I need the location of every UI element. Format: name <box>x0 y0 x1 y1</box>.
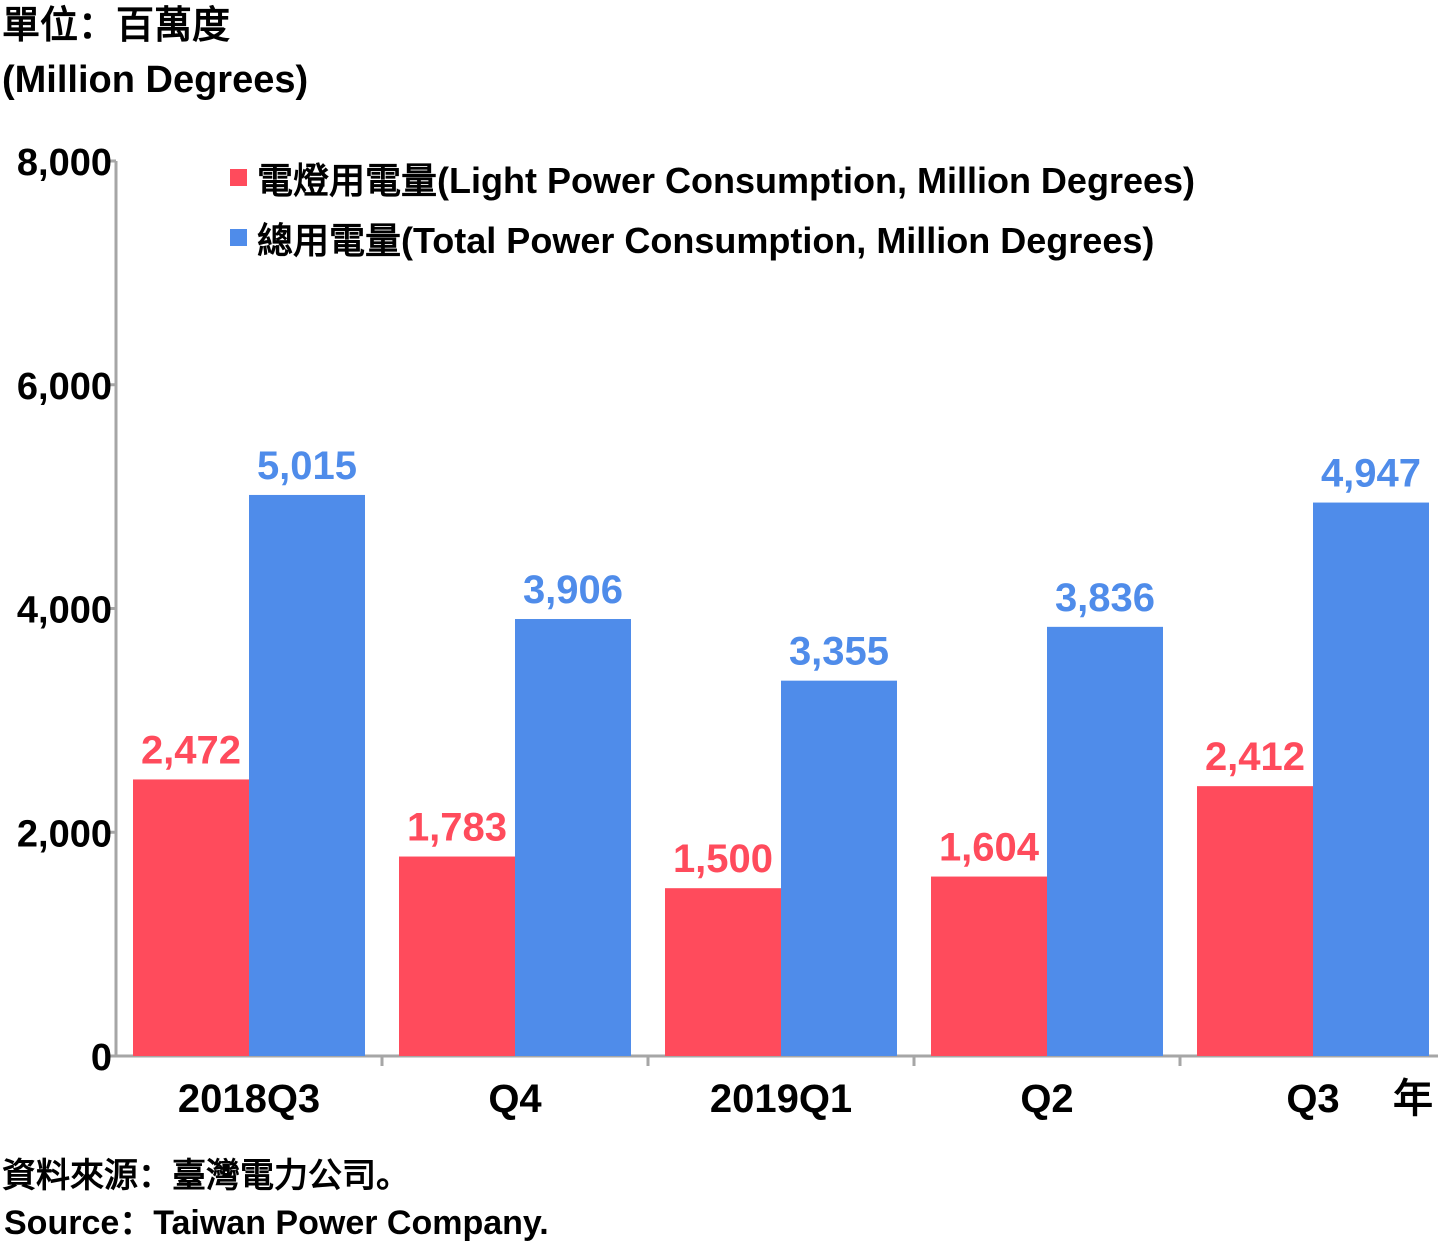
data-label: 5,015 <box>257 444 357 488</box>
x-axis-suffix: 年 <box>1393 1077 1433 1121</box>
legend-label: 總用電量(Total Power Consumption, Million De… <box>257 220 1154 261</box>
bar <box>1047 626 1163 1056</box>
x-tick-label: Q3 <box>1286 1077 1339 1121</box>
bar <box>249 494 365 1056</box>
x-tick-label: 2019Q1 <box>710 1077 852 1121</box>
bar <box>515 619 631 1056</box>
y-tick-label: 2,000 <box>17 813 112 855</box>
value-labels: 2,472 5,015 1,783 3,906 1,500 3,355 1,604 3,836… <box>141 444 1421 881</box>
bar <box>781 680 897 1056</box>
data-label: 2,472 <box>141 728 241 772</box>
source-zh: 資料來源：臺灣電力公司。 <box>2 1157 410 1195</box>
bar <box>665 888 781 1056</box>
unit-label-zh: 單位：百萬度 <box>2 5 230 47</box>
bar <box>399 856 515 1056</box>
data-label: 3,355 <box>789 630 889 674</box>
bar <box>931 876 1047 1056</box>
bar <box>1197 786 1313 1056</box>
data-label: 1,783 <box>407 806 507 850</box>
source-en: Source：Taiwan Power Company. <box>4 1204 549 1242</box>
x-tick-label: 2018Q3 <box>178 1077 320 1121</box>
data-label: 3,836 <box>1055 576 1155 620</box>
legend-swatch <box>230 169 247 186</box>
data-label: 3,906 <box>523 568 623 612</box>
data-label: 2,412 <box>1205 735 1305 779</box>
y-tick-label: 8,000 <box>17 142 112 184</box>
x-tick-label: Q2 <box>1020 1077 1073 1121</box>
y-tick-label: 6,000 <box>17 366 112 408</box>
axes: 0 2,000 4,000 6,000 8,000 2018Q3 Q4 2019Q1 Q2 Q3 <box>17 142 1438 1121</box>
data-label: 4,947 <box>1321 452 1421 496</box>
data-label: 1,604 <box>939 826 1040 870</box>
bars <box>133 494 1429 1056</box>
y-tick-label: 4,000 <box>17 590 112 632</box>
bar <box>133 779 249 1056</box>
legend-label: 電燈用電量(Light Power Consumption, Million D… <box>257 160 1195 201</box>
legend-swatch <box>230 229 247 246</box>
legend: 電燈用電量(Light Power Consumption, Million D… <box>230 160 1195 261</box>
x-tick-label: Q4 <box>488 1077 542 1121</box>
data-label: 1,500 <box>673 837 773 881</box>
bar <box>1313 502 1429 1056</box>
unit-label-en: (Million Degrees) <box>2 59 308 101</box>
y-tick-label: 0 <box>91 1037 112 1079</box>
